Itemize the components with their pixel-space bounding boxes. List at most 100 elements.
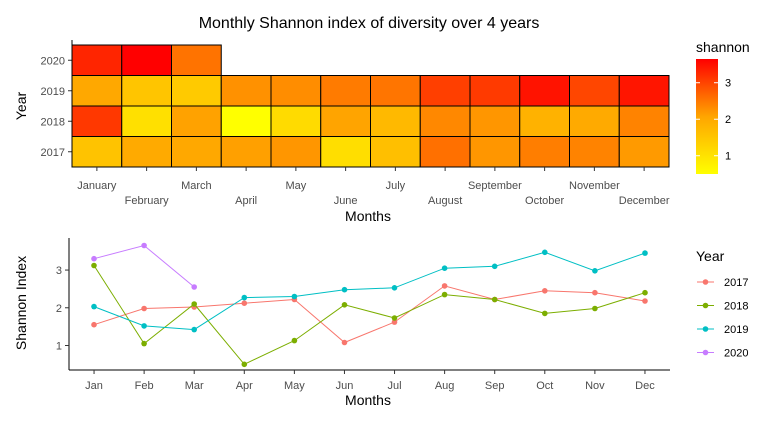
heatmap-cell: [469, 105, 521, 137]
series-line-2017: [93, 285, 646, 344]
heatmap-cell: [519, 136, 570, 168]
line-x-tick-label: Apr: [236, 380, 253, 392]
data-point-2018: [241, 361, 248, 368]
data-point-2020: [91, 255, 97, 262]
heatmap-x-tick-label: July: [386, 180, 406, 192]
heatmap-cell: [569, 136, 620, 168]
line-x-tick-label: Mar: [185, 380, 204, 392]
heatmap-cell: [469, 136, 521, 168]
heatmap-cell: [370, 75, 421, 107]
heatmap-y-tick-label: 2017: [41, 147, 65, 159]
heatmap-x-tick-label: April: [235, 195, 257, 207]
heatmap-x-tick-label: February: [125, 195, 170, 207]
heatmap-cell: [270, 105, 322, 137]
heatmap-x-tick-label: June: [334, 195, 358, 207]
legend-tick-label: 3: [725, 78, 731, 90]
heatmap-cell: [171, 44, 222, 76]
data-point-2019: [491, 263, 498, 270]
heatmap-cells: [71, 44, 670, 168]
heatmap-cell: [71, 136, 123, 168]
line-y-tick-label: 3: [56, 265, 62, 277]
heatmap-cell: [419, 105, 471, 137]
legend-key-point: [702, 326, 709, 332]
legend-entry-label: 2017: [724, 277, 748, 289]
line-series: [91, 242, 648, 368]
heatmap-y-tick-label: 2019: [41, 86, 65, 98]
data-point-2019: [391, 285, 398, 291]
heatmap-cell: [519, 75, 570, 107]
heatmap-cell: [171, 75, 222, 107]
data-point-2017: [141, 305, 147, 312]
legend-entry-label: 2019: [724, 324, 748, 336]
data-point-2018: [391, 315, 398, 321]
line-x-tick-label: Jul: [388, 380, 402, 392]
data-point-2019: [141, 323, 147, 329]
data-point-2019: [592, 268, 598, 274]
line-x-tick-label: Jun: [336, 380, 354, 392]
series-line-2019: [93, 251, 646, 331]
line-y-tick-label: 1: [56, 340, 62, 352]
heatmap-x-tick-label: December: [619, 195, 670, 207]
data-point-2018: [91, 262, 97, 269]
heatmap-cell: [220, 136, 272, 168]
heatmap-x-axis-label: Months: [345, 208, 391, 224]
heatmap-y-tick-label: 2020: [41, 55, 65, 67]
data-point-2020: [191, 284, 197, 290]
data-point-2017: [391, 319, 398, 325]
line-legend: 2017 2018 2019 2020: [697, 277, 748, 360]
heatmap-cell: [121, 44, 172, 76]
data-point-2019: [341, 286, 348, 293]
data-point-2017: [592, 289, 598, 296]
heatmap-cell: [220, 105, 272, 137]
data-point-2018: [191, 301, 197, 307]
data-point-2017: [241, 300, 248, 307]
heatmap-cell: [469, 75, 521, 107]
heatmap-x-tick-label: March: [181, 180, 212, 192]
heatmap-axes: 2017 2018 2019 2020 January February March Apri…: [41, 40, 670, 207]
line-x-tick-label: Feb: [135, 380, 154, 392]
heatmap-cell: [320, 136, 371, 168]
heatmap-cell: [519, 105, 570, 137]
data-point-2018: [542, 310, 548, 317]
data-point-2018: [642, 289, 648, 296]
legend-color-bar: [696, 59, 718, 174]
data-point-2017: [91, 321, 97, 328]
heatmap-x-tick-label: October: [525, 195, 564, 207]
heatmap-cell: [618, 75, 670, 107]
heatmap-cell: [270, 75, 322, 107]
line-x-tick-label: Aug: [435, 380, 455, 392]
data-point-2019: [91, 303, 97, 310]
legend-key-point: [702, 279, 709, 285]
heatmap-cell: [71, 75, 123, 107]
legend-entry-label: 2018: [724, 301, 748, 313]
heatmap-x-tick-label: November: [569, 180, 620, 192]
data-point-2019: [291, 293, 298, 300]
line-x-tick-label: Oct: [536, 380, 553, 392]
heatmap-cell: [121, 105, 172, 137]
line-x-tick-label: Jan: [85, 380, 103, 392]
line-x-axis-label: Months: [345, 392, 391, 408]
heatmap-cell: [569, 75, 620, 107]
heatmap-x-tick-label: January: [77, 180, 117, 192]
heatmap-cell: [419, 75, 471, 107]
heatmap-y-axis-label: Year: [13, 92, 29, 121]
data-point-2017: [542, 288, 548, 294]
heatmap-cell: [270, 136, 322, 168]
data-point-2017: [441, 283, 448, 289]
data-point-2017: [642, 298, 648, 304]
legend-year-title: Year: [696, 248, 725, 264]
data-point-2017: [341, 339, 348, 346]
heatmap-cell: [71, 105, 123, 137]
legend-tick-label: 2: [725, 114, 731, 126]
line-y-tick-label: 2: [56, 303, 62, 315]
heatmap-cell: [171, 105, 222, 137]
series-line-2020: [93, 244, 195, 288]
heatmap-cell: [71, 44, 123, 76]
data-point-2019: [241, 294, 248, 301]
legend-tick-label: 1: [725, 151, 731, 163]
line-x-tick-label: Dec: [635, 380, 655, 392]
data-point-2018: [491, 296, 498, 303]
heatmap-cell: [370, 136, 421, 168]
